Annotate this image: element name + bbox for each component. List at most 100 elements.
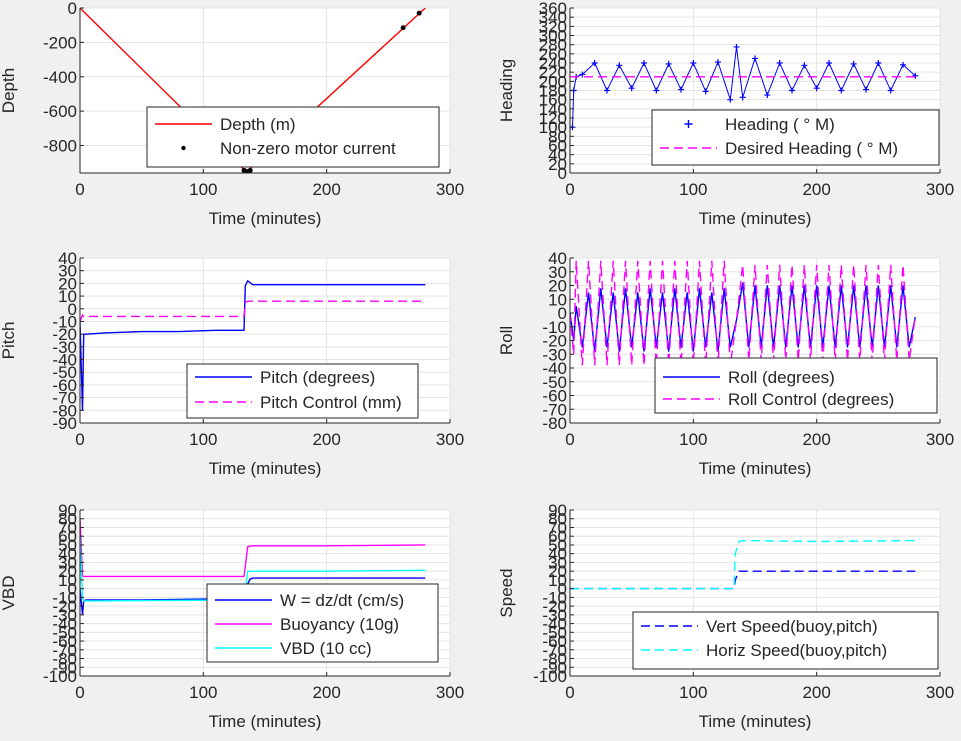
pitch-y-tick-label: -10 bbox=[52, 312, 77, 331]
speed-x-axis-label: Time (minutes) bbox=[699, 712, 812, 731]
speed-legend-box bbox=[632, 611, 939, 670]
heading-y-tick-label: 340 bbox=[539, 8, 567, 27]
heading-series-group bbox=[570, 43, 919, 131]
heading-legend-item-1-label: Desired Heading ( ° M) bbox=[725, 139, 898, 158]
heading-panel: 0 100 200 300020406080100120140160180200220… bbox=[497, 0, 954, 228]
vbd-y-tick-label: -30 bbox=[52, 606, 77, 625]
speed-x-tick-label: 300 bbox=[926, 683, 954, 702]
depth-y-tick-label: -600 bbox=[43, 102, 77, 121]
roll-y-tick-label: 0 bbox=[558, 304, 567, 323]
heading-x-tick-label: 200 bbox=[802, 180, 830, 199]
roll-y-tick-label: -40 bbox=[542, 359, 567, 378]
speed-y-tick-label: -40 bbox=[542, 615, 567, 634]
speed-y-axis-label: Speed bbox=[497, 568, 516, 617]
speed-series-1-line bbox=[570, 539, 916, 590]
heading-y-tick-label: 80 bbox=[548, 127, 567, 146]
roll-y-tick-label: -60 bbox=[542, 387, 567, 406]
pitch-y-tick-label: 20 bbox=[58, 274, 77, 293]
roll-x-tick-label: 300 bbox=[926, 430, 954, 449]
roll-y-tick-label: 20 bbox=[548, 277, 567, 296]
speed-y-tick-label: 50 bbox=[548, 536, 567, 555]
roll-y-tick-label: 40 bbox=[548, 249, 567, 268]
depth-series-group bbox=[80, 8, 426, 173]
pitch-y-tick-label: 40 bbox=[58, 249, 77, 268]
roll-series-1-line bbox=[570, 260, 916, 366]
roll-y-tick-label: -70 bbox=[542, 400, 567, 419]
depth-series-1-point bbox=[247, 167, 253, 173]
pitch-y-tick-label: -20 bbox=[52, 325, 77, 344]
pitch-x-tick-label: 0 bbox=[75, 430, 84, 449]
heading-x-tick-label: 0 bbox=[565, 180, 574, 199]
heading-series-0-point bbox=[912, 72, 919, 79]
depth-x-tick-label: 300 bbox=[436, 180, 464, 199]
roll-x-axis-label: Time (minutes) bbox=[699, 459, 812, 478]
heading-y-tick-label: 60 bbox=[548, 137, 567, 156]
speed-series-group bbox=[570, 539, 916, 590]
heading-y-tick-label: 260 bbox=[539, 45, 567, 64]
vbd-y-tick-label: 60 bbox=[58, 527, 77, 546]
vbd-y-tick-label: -50 bbox=[52, 623, 77, 642]
depth-x-tick-label: 200 bbox=[312, 180, 340, 199]
heading-legend-item-0-label: Heading ( ° M) bbox=[725, 115, 835, 134]
pitch-x-tick-label: 100 bbox=[189, 430, 217, 449]
roll-y-axis-label: Roll bbox=[497, 326, 516, 355]
depth-y-axis-label: Depth bbox=[0, 68, 18, 113]
speed-legend: Vert Speed(buoy,pitch) Horiz Speed(buoy,p… bbox=[632, 611, 939, 670]
heading-y-tick-label: 20 bbox=[548, 155, 567, 174]
depth-y-tick-label: -800 bbox=[43, 137, 77, 156]
roll-legend: Roll (degrees) Roll Control (degrees) bbox=[654, 357, 938, 414]
depth-legend-box bbox=[146, 106, 440, 168]
vbd-y-tick-label: 90 bbox=[58, 501, 77, 520]
depth-legend-item-1-marker bbox=[181, 145, 186, 151]
depth-x-axis-label: Time (minutes) bbox=[209, 209, 322, 228]
depth-y-tick-label: -200 bbox=[43, 33, 77, 52]
heading-legend-box bbox=[651, 109, 940, 166]
roll-panel: 0 100 200 300403020100-10-20-30-40-50-60-70… bbox=[497, 249, 954, 478]
pitch-y-tick-label: 30 bbox=[58, 262, 77, 281]
roll-y-tick-label: -10 bbox=[542, 318, 567, 337]
heading-y-tick-label: 120 bbox=[539, 109, 567, 128]
heading-y-tick-label: 180 bbox=[539, 82, 567, 101]
speed-y-tick-label: 90 bbox=[548, 501, 567, 520]
heading-y-tick-label: 140 bbox=[539, 100, 567, 119]
roll-y-tick-label: -30 bbox=[542, 345, 567, 364]
speed-y-tick-label: 70 bbox=[548, 518, 567, 537]
heading-y-axis-label: Heading bbox=[497, 59, 516, 122]
vbd-y-tick-label: 20 bbox=[58, 562, 77, 581]
heading-legend: Heading ( ° M) Desired Heading ( ° M) bbox=[651, 109, 940, 166]
roll-y-tick-label: -20 bbox=[542, 332, 567, 351]
heading-series-0-line bbox=[570, 46, 916, 128]
speed-y-tick-label: -50 bbox=[542, 623, 567, 642]
vbd-legend-item-1-label: Buoyancy (10g) bbox=[280, 615, 399, 634]
pitch-legend: Pitch (degrees) Pitch Control (mm) bbox=[186, 363, 419, 419]
vbd-x-axis-label: Time (minutes) bbox=[209, 712, 322, 731]
heading-y-tick-label: 360 bbox=[539, 0, 567, 18]
roll-legend-box bbox=[654, 357, 938, 414]
depth-y-tick-label: -400 bbox=[43, 68, 77, 87]
heading-y-tick-label: 220 bbox=[539, 63, 567, 82]
vbd-y-tick-label: -20 bbox=[52, 597, 77, 616]
vbd-y-axis-label: VBD bbox=[0, 576, 18, 611]
depth-legend: Depth (m) Non-zero motor current bbox=[146, 106, 440, 168]
vbd-y-tick-label: -40 bbox=[52, 615, 77, 634]
speed-x-tick-label: 100 bbox=[679, 683, 707, 702]
vbd-y-tick-label: -80 bbox=[52, 650, 77, 669]
vbd-y-tick-label: -60 bbox=[52, 632, 77, 651]
pitch-x-axis-label: Time (minutes) bbox=[209, 459, 322, 478]
vbd-y-tick-label: 30 bbox=[58, 553, 77, 572]
roll-x-tick-label: 200 bbox=[802, 430, 830, 449]
roll-y-tick-label: -80 bbox=[542, 414, 567, 433]
pitch-x-tick-label: 200 bbox=[312, 430, 340, 449]
depth-panel: 0 100 200 300 0 -200 -400 -600 -800 Time (minutes… bbox=[0, 0, 464, 228]
pitch-series-group bbox=[80, 279, 426, 411]
vbd-y-tick-label: -10 bbox=[52, 588, 77, 607]
vbd-y-tick-label: 10 bbox=[58, 571, 77, 590]
depth-legend-item-0-label: Depth (m) bbox=[220, 115, 296, 134]
speed-y-tick-label: -60 bbox=[542, 632, 567, 651]
speed-y-tick-label: 40 bbox=[548, 545, 567, 564]
speed-y-tick-label: 10 bbox=[548, 571, 567, 590]
speed-legend-item-1-label: Horiz Speed(buoy,pitch) bbox=[706, 641, 887, 660]
heading-y-tick-label: 40 bbox=[548, 146, 567, 165]
